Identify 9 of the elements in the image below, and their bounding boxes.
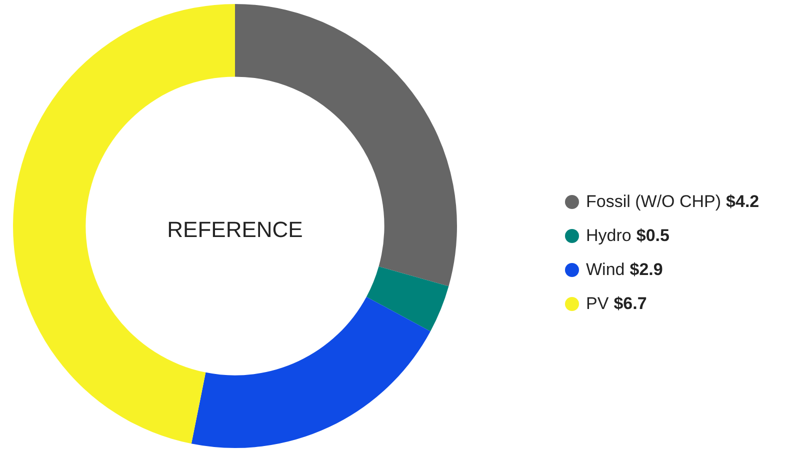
data-label: $2.9	[630, 260, 663, 280]
text: REFERENCE	[167, 217, 303, 242]
legend-label: Wind	[586, 260, 625, 280]
legend-label: Fossil (W/O CHP)	[586, 192, 722, 212]
legend-label: Hydro	[586, 226, 632, 246]
legend-label: PV	[586, 294, 609, 314]
data-label: $0.5	[636, 226, 670, 246]
data-label: $4.2	[726, 192, 760, 212]
data-label: $6.7	[614, 294, 647, 314]
